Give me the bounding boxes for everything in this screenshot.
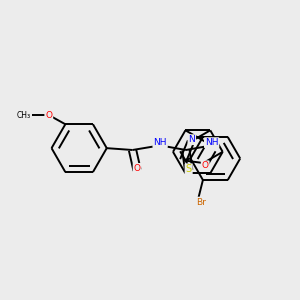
Text: O: O — [202, 161, 209, 170]
Text: CH₃: CH₃ — [16, 111, 30, 120]
Text: N: N — [188, 135, 195, 144]
Text: NH: NH — [205, 138, 218, 147]
Text: O: O — [45, 111, 52, 120]
Text: NH: NH — [153, 138, 167, 147]
Text: O: O — [134, 164, 141, 173]
Text: Br: Br — [196, 198, 206, 207]
Text: S: S — [186, 164, 192, 174]
